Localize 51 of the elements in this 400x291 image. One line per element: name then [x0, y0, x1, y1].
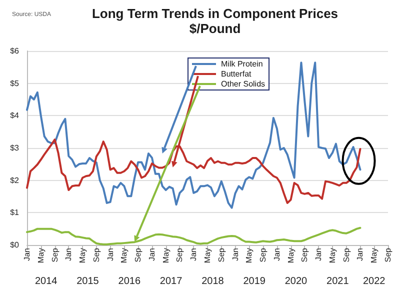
x-tick-label: Jan: [64, 248, 74, 261]
chart-subtitle: $/Pound: [189, 21, 241, 36]
x-tick-label: Sep: [50, 247, 60, 262]
x-tick-label: Jan: [356, 248, 365, 261]
x-tick-label: Sep: [300, 247, 310, 262]
x-tick-label: Sep: [216, 247, 226, 262]
y-tick-label: $5: [10, 78, 20, 88]
text: 2014: [34, 276, 58, 287]
line-series: [26, 62, 362, 209]
x-tick-label: May: [328, 248, 337, 264]
text: 2019: [243, 276, 266, 287]
x-tick-label: May: [286, 248, 296, 264]
text: 2017: [160, 276, 182, 287]
legend-label: Milk Protein: [221, 60, 263, 68]
y-tick-label: $2: [10, 176, 20, 185]
x-tick-label: May: [78, 248, 88, 264]
x-tick-label: Jan: [22, 248, 32, 261]
text: 2020: [284, 276, 308, 287]
x-tick-label: Jan: [189, 248, 198, 261]
x-tick-label: Sep: [342, 247, 351, 262]
x-tick-label: Sep: [175, 247, 184, 262]
x-tick-label: Sep: [134, 247, 143, 262]
y-tick-label: $0: [10, 240, 20, 250]
x-tick-label: Sep: [384, 247, 392, 262]
legend-label: Butterfat: [221, 70, 252, 78]
text: 2016: [118, 276, 141, 287]
legend-label: Other Solids: [221, 80, 266, 88]
x-tick-label: Jan: [230, 248, 240, 261]
text: 2018: [202, 276, 224, 287]
y-tick-label: $4: [10, 111, 20, 120]
x-tick-label: Sep: [92, 247, 101, 262]
chart-title: Long Term Trends in Component Prices: [92, 6, 338, 21]
x-tick-label: May: [161, 248, 170, 264]
x-tick-label: Jan: [272, 248, 282, 261]
line-series: [26, 138, 362, 204]
y-tick-label: $3: [10, 144, 20, 152]
line-series: [26, 226, 362, 246]
x-tick-label: Jan: [314, 248, 324, 261]
text: 2022: [362, 276, 386, 287]
x-tick-label: May: [244, 248, 254, 264]
text: 2015: [76, 276, 99, 287]
x-tick-label: May: [120, 248, 129, 264]
x-tick-label: Jan: [147, 248, 156, 261]
x-tick-label: May: [36, 248, 46, 264]
x-tick-label: Sep: [258, 247, 268, 262]
x-tick-label: Jan: [106, 248, 115, 261]
x-tick-label: May: [370, 248, 379, 264]
y-tick-label: $6: [10, 46, 20, 56]
x-tick-label: May: [203, 248, 212, 264]
y-tick-label: $1: [10, 208, 20, 218]
text: 2021: [326, 276, 349, 287]
